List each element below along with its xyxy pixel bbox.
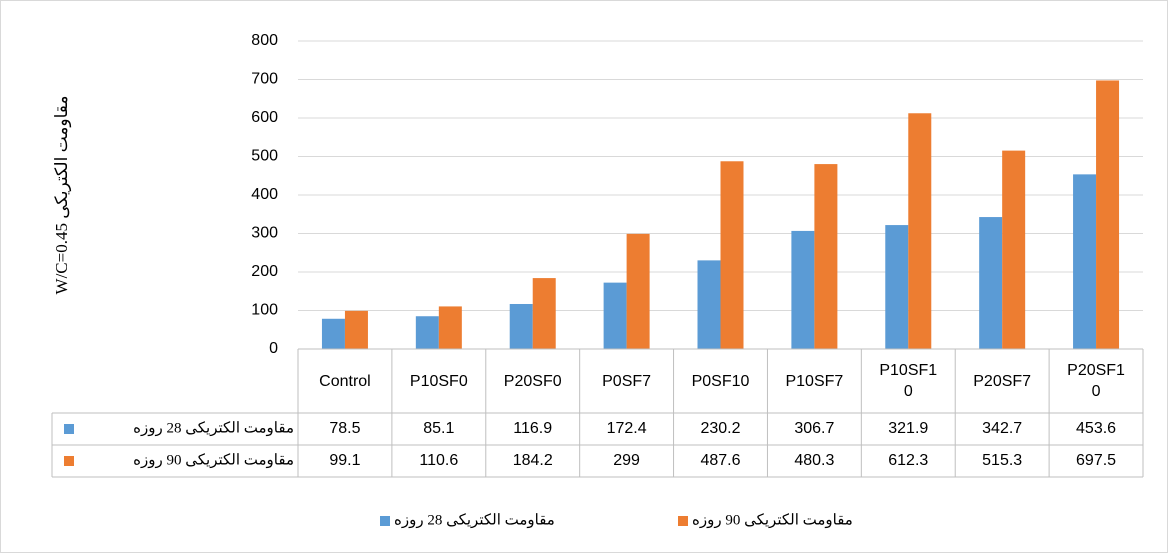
x-tick-label: P0SF10 <box>691 372 750 390</box>
bar <box>532 278 556 349</box>
category-cell: P20SF7 <box>955 349 1049 413</box>
table-value: 78.5 <box>329 420 360 437</box>
category-cell: P0SF7 <box>580 349 674 413</box>
legend-label: مقاومت الکتریکی 28 روزه <box>394 512 555 528</box>
category-cell-box: P0SF10 <box>674 349 768 413</box>
x-tick-label: P10SF0 <box>409 372 468 390</box>
category-cell: P0SF10 <box>674 349 768 413</box>
table-value: 321.9 <box>888 420 928 437</box>
x-tick-label: P20SF0 <box>503 372 562 390</box>
bar <box>791 230 815 349</box>
table-value: 110.6 <box>419 452 458 469</box>
y-tick-label: 100 <box>251 302 278 319</box>
y-tick-label: 500 <box>251 148 278 165</box>
bar <box>979 217 1003 349</box>
table-value: 612.3 <box>888 452 928 469</box>
series-label: مقاومت الکتریکی 28 روزه <box>133 420 294 436</box>
legend-key <box>678 516 688 526</box>
table-value: 230.2 <box>700 420 740 437</box>
category-cell: P20SF10 <box>1049 349 1143 413</box>
y-tick-label: 300 <box>251 225 278 242</box>
bar <box>626 233 650 349</box>
y-tick-label: 0 <box>269 340 278 357</box>
bar <box>415 316 439 349</box>
x-tick-label: P20SF7 <box>973 372 1032 390</box>
y-tick-label: 800 <box>251 32 278 49</box>
category-cell-box: P0SF7 <box>580 349 674 413</box>
bar <box>1002 150 1026 349</box>
category-cell-box: Control <box>298 349 392 413</box>
table-value: 299 <box>613 452 640 469</box>
category-cell-box: P10SF7 <box>767 349 861 413</box>
table-value: 480.3 <box>794 452 834 469</box>
legend-key <box>64 424 74 434</box>
table-value: 487.6 <box>700 452 740 469</box>
y-tick-label: 400 <box>251 186 278 203</box>
series-label: مقاومت الکتریکی 90 روزه <box>133 452 294 468</box>
category-cell: P10SF0 <box>392 349 486 413</box>
y-axis-title: W/C=0.45 مقاومت الکتریکی <box>52 96 72 295</box>
category-cell: P10SF7 <box>767 349 861 413</box>
bar <box>885 225 909 349</box>
bar <box>720 161 744 349</box>
category-cell-box: P20SF10 <box>1049 349 1143 413</box>
table-value: 515.3 <box>982 452 1022 469</box>
bar <box>908 113 932 350</box>
x-tick-label: P0SF7 <box>602 372 652 390</box>
table-value: 453.6 <box>1076 420 1116 437</box>
x-tick-label: P10SF7 <box>785 372 844 390</box>
x-tick-label: P10SF10 <box>879 362 938 400</box>
bar <box>603 282 627 349</box>
table-value: 697.5 <box>1076 452 1116 469</box>
bar <box>697 260 721 349</box>
category-cell-box: P10SF0 <box>392 349 486 413</box>
table-value: 306.7 <box>794 420 834 437</box>
bar <box>344 310 368 349</box>
x-tick-label: P20SF10 <box>1067 362 1125 400</box>
category-cell: Control <box>298 349 392 413</box>
y-tick-label: 600 <box>251 109 278 126</box>
category-cell: P10SF10 <box>861 349 955 413</box>
table-value: 342.7 <box>982 420 1022 437</box>
y-tick-label: 700 <box>251 71 278 88</box>
table-value: 99.1 <box>329 452 360 469</box>
bar <box>509 303 533 349</box>
bar <box>321 318 345 349</box>
bar <box>1073 174 1097 349</box>
legend-key <box>64 456 74 466</box>
category-cell-box: P20SF0 <box>486 349 580 413</box>
bar <box>1096 80 1120 350</box>
table-value: 184.2 <box>513 452 553 469</box>
legend-label: مقاومت الکتریکی 90 روزه <box>692 512 853 528</box>
category-cell-box: P20SF7 <box>955 349 1049 413</box>
bar <box>438 306 462 349</box>
legend-key <box>380 516 390 526</box>
table-value: 85.1 <box>423 420 454 437</box>
y-tick-label: 200 <box>251 263 278 280</box>
category-cell-box: P10SF10 <box>861 349 955 413</box>
table-value: 116.9 <box>513 420 552 437</box>
category-cell: P20SF0 <box>486 349 580 413</box>
table-value: 172.4 <box>607 420 647 437</box>
bar <box>814 164 838 349</box>
x-tick-label: Control <box>319 372 371 390</box>
